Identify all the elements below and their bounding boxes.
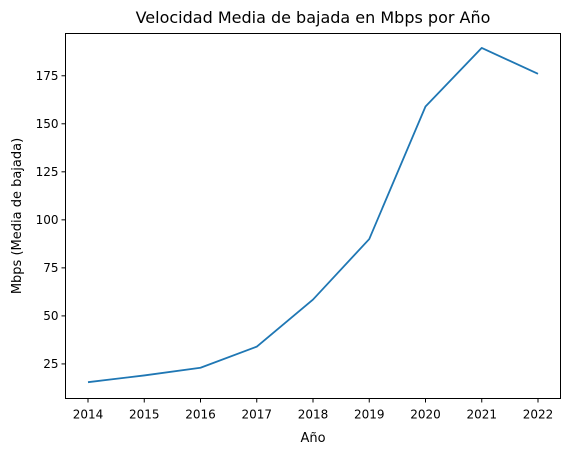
y-tick-label: 125: [36, 165, 59, 179]
plot-frame: [65, 33, 561, 399]
x-tick-label: 2020: [410, 408, 441, 422]
y-tick-label: 150: [36, 117, 59, 131]
y-tick-label: 75: [43, 261, 58, 275]
series-line: [87, 47, 539, 384]
x-tick-label: 2018: [298, 408, 329, 422]
y-axis-ticks: 25 50 75 100 125 150 175: [36, 69, 66, 371]
chart-title: Velocidad Media de bajada en Mbps por Añ…: [136, 8, 491, 27]
y-axis-label: Mbps (Media de bajada): [10, 138, 25, 294]
plot-area: 2014 2015 2016 2017 2018 2019 2020 2021 2022 25 5…: [36, 33, 561, 422]
x-tick-label: 2015: [129, 408, 160, 422]
x-tick-label: 2019: [354, 408, 385, 422]
x-axis-ticks: 2014 2015 2016 2017 2018 2019 2020 2021 2022: [73, 398, 554, 422]
y-tick-label: 100: [36, 213, 59, 227]
x-tick-label: 2016: [185, 408, 216, 422]
y-tick-label: 175: [36, 69, 59, 83]
x-tick-label: 2017: [241, 408, 272, 422]
series-layer: [87, 47, 539, 384]
y-tick-label: 25: [43, 357, 58, 371]
x-tick-label: 2014: [73, 408, 104, 422]
y-tick-label: 50: [43, 309, 58, 323]
x-tick-label: 2021: [466, 408, 497, 422]
x-axis-label: Año: [300, 431, 325, 446]
x-tick-label: 2022: [523, 408, 554, 422]
